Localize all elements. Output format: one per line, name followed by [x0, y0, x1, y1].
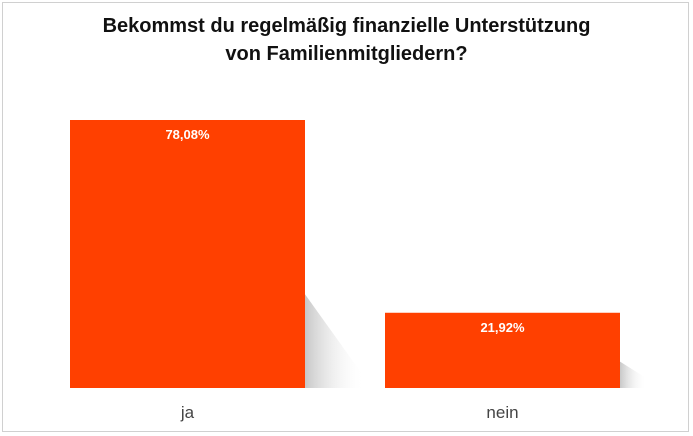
chart-title: Bekommst du regelmäßig finanzielle Unter…: [102, 15, 591, 65]
data-label-nein: 21,92%: [480, 320, 525, 335]
bar-shadow: [305, 294, 365, 388]
bar-ja: [70, 120, 305, 388]
bar-shadow: [620, 361, 647, 388]
x-tick-label-ja: ja: [180, 403, 195, 422]
bar-nein: [385, 312, 620, 388]
x-tick-label-nein: nein: [486, 403, 518, 422]
data-label-ja: 78,08%: [165, 127, 210, 142]
